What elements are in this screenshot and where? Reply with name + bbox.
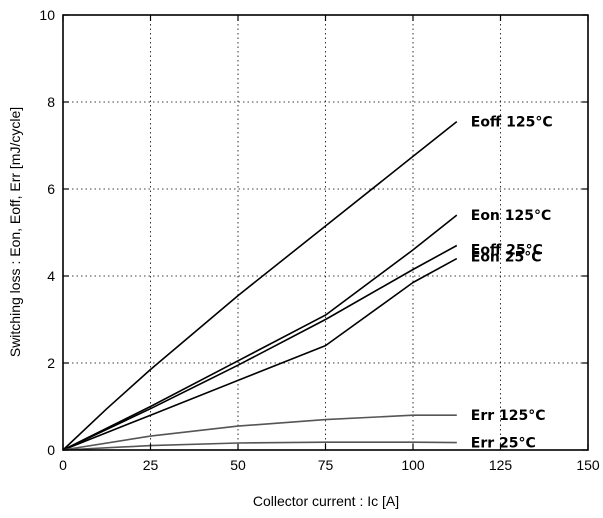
series-line (62, 244, 458, 451)
x-tick-label: 100 (401, 457, 425, 473)
series-label: Eoff 25°C (471, 243, 543, 259)
series-line (62, 214, 458, 451)
x-tick-label: 150 (576, 457, 600, 473)
series-label: Err 125°C (471, 408, 546, 424)
series-lines (62, 120, 458, 451)
grid-lines (63, 15, 588, 450)
y-tick-label: 8 (47, 94, 55, 110)
y-tick-label: 6 (47, 181, 55, 197)
y-tick-label: 4 (47, 268, 55, 284)
tick-marks (62, 14, 589, 451)
x-tick-label: 125 (489, 457, 513, 473)
series-line (62, 120, 458, 451)
y-tick-label: 10 (39, 7, 55, 23)
tick-labels: 0 25 50 75 100 125 150 0 2 4 6 8 10 (39, 7, 599, 473)
series-label: Eon 25°C (471, 250, 542, 266)
y-tick-label: 0 (47, 442, 55, 458)
x-tick-label: 75 (318, 457, 334, 473)
y-axis-label: Switching loss : Eon, Eoff, Err [mJ/cycl… (7, 107, 23, 357)
series-line (62, 257, 458, 451)
series-label: Eoff 125°C (471, 115, 553, 131)
x-tick-label: 50 (230, 457, 246, 473)
y-tick-label: 2 (47, 355, 55, 371)
series-line (62, 414, 457, 451)
x-axis-label: Collector current : Ic [A] (253, 493, 399, 509)
x-tick-label: 0 (59, 457, 67, 473)
series-label: Err 25°C (471, 436, 536, 452)
x-tick-label: 25 (143, 457, 159, 473)
series-line (62, 441, 457, 451)
series-label: Eon 125°C (471, 208, 552, 224)
